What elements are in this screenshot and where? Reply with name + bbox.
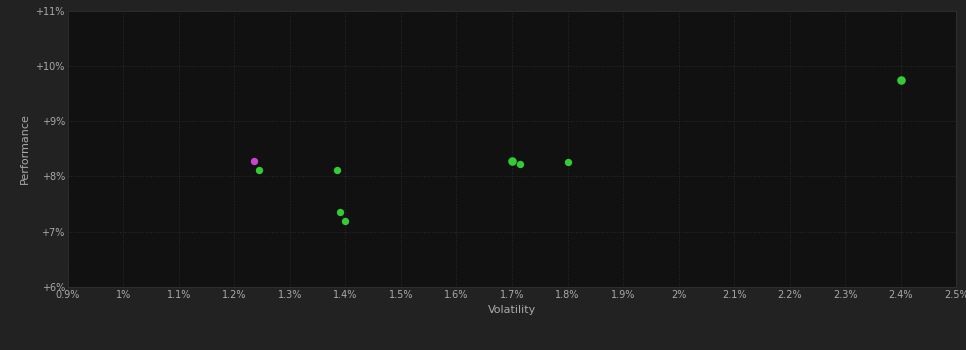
Point [251,167,267,173]
Point [893,77,908,82]
X-axis label: Volatility: Volatility [488,305,536,315]
Point [332,210,348,215]
Point [559,159,575,165]
Point [513,161,528,167]
Point [338,218,354,223]
Y-axis label: Performance: Performance [20,113,30,184]
Point [329,167,345,173]
Point [504,158,520,164]
Point [246,158,262,164]
